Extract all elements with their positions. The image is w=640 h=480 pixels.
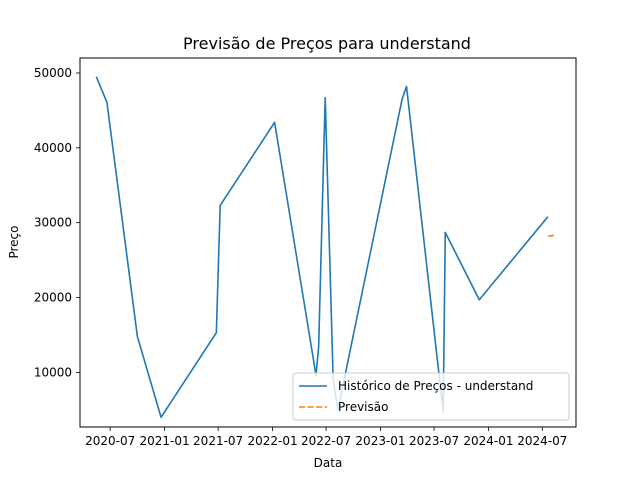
chart-title: Previsão de Preços para understand (183, 34, 471, 53)
x-tick-label: 2022-01 (247, 434, 297, 448)
y-axis: 10000 20000 30000 40000 50000 (34, 66, 80, 379)
x-axis: 2020-07 2021-01 2021-07 2022-01 2022-07 2023-… (85, 427, 567, 448)
x-tick-label: 2024-07 (517, 434, 567, 448)
plot-frame (79, 57, 577, 428)
series-line-1 (547, 234, 555, 237)
x-tick-label: 2023-07 (409, 434, 459, 448)
x-tick-label: 2020-07 (85, 434, 135, 448)
y-tick-label: 20000 (34, 291, 72, 305)
x-tick-label: 2022-07 (301, 434, 351, 448)
x-tick-label: 2024-01 (463, 434, 513, 448)
legend-label-0: Histórico de Preços - understand (338, 379, 533, 393)
x-tick-label: 2021-07 (193, 434, 243, 448)
y-axis-title: Preço (7, 225, 21, 258)
x-tick-label: 2021-01 (140, 434, 190, 448)
y-tick-label: 40000 (34, 141, 72, 155)
legend-box (292, 372, 570, 421)
series-line-0 (95, 76, 549, 419)
x-axis-title: Data (314, 456, 343, 470)
plot-series-group (95, 76, 555, 419)
legend: Histórico de Preços - understand Previsão (292, 372, 570, 421)
y-tick-label: 50000 (34, 66, 72, 80)
y-tick-label: 30000 (34, 216, 72, 230)
y-tick-label: 10000 (34, 365, 72, 379)
x-tick-label: 2023-01 (355, 434, 405, 448)
legend-label-1: Previsão (338, 400, 388, 414)
